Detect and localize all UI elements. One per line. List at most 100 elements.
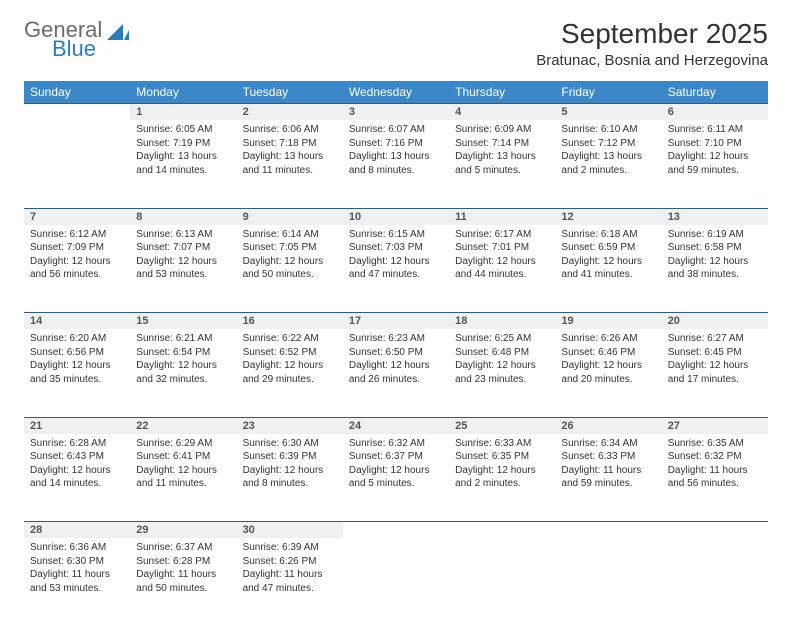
day-number-cell: 29 bbox=[130, 522, 236, 539]
calendar-header-row: SundayMondayTuesdayWednesdayThursdayFrid… bbox=[24, 81, 768, 104]
daylight-line: Daylight: 12 hours and 20 minutes. bbox=[561, 359, 655, 386]
sunrise-line: Sunrise: 6:14 AM bbox=[243, 228, 337, 242]
sunrise-line: Sunrise: 6:07 AM bbox=[349, 123, 443, 137]
day-cell-content: Sunrise: 6:14 AMSunset: 7:05 PMDaylight:… bbox=[237, 225, 343, 288]
sunset-line: Sunset: 6:52 PM bbox=[243, 346, 337, 360]
sunrise-line: Sunrise: 6:27 AM bbox=[668, 332, 762, 346]
sunrise-line: Sunrise: 6:33 AM bbox=[455, 437, 549, 451]
day-number-row: 21222324252627 bbox=[24, 417, 768, 434]
day-cell-content: Sunrise: 6:19 AMSunset: 6:58 PMDaylight:… bbox=[662, 225, 768, 288]
daylight-line: Daylight: 13 hours and 5 minutes. bbox=[455, 150, 549, 177]
sunset-line: Sunset: 6:46 PM bbox=[561, 346, 655, 360]
sunset-line: Sunset: 6:37 PM bbox=[349, 450, 443, 464]
sunset-line: Sunset: 6:39 PM bbox=[243, 450, 337, 464]
day-cell-content: Sunrise: 6:17 AMSunset: 7:01 PMDaylight:… bbox=[449, 225, 555, 288]
day-number-cell: 14 bbox=[24, 313, 130, 330]
logo: General Blue bbox=[24, 18, 129, 60]
day-number-cell bbox=[24, 104, 130, 121]
sunrise-line: Sunrise: 6:22 AM bbox=[243, 332, 337, 346]
day-cell-content: Sunrise: 6:21 AMSunset: 6:54 PMDaylight:… bbox=[130, 329, 236, 392]
day-cell-content: Sunrise: 6:15 AMSunset: 7:03 PMDaylight:… bbox=[343, 225, 449, 288]
day-cell: Sunrise: 6:12 AMSunset: 7:09 PMDaylight:… bbox=[24, 225, 130, 313]
day-number-cell: 3 bbox=[343, 104, 449, 121]
sunset-line: Sunset: 7:12 PM bbox=[561, 137, 655, 151]
sunset-line: Sunset: 6:43 PM bbox=[30, 450, 124, 464]
day-cell-content: Sunrise: 6:09 AMSunset: 7:14 PMDaylight:… bbox=[449, 120, 555, 183]
day-cell bbox=[449, 538, 555, 626]
sunrise-line: Sunrise: 6:34 AM bbox=[561, 437, 655, 451]
day-number-row: 282930 bbox=[24, 522, 768, 539]
day-cell-content: Sunrise: 6:05 AMSunset: 7:19 PMDaylight:… bbox=[130, 120, 236, 183]
day-number-row: 78910111213 bbox=[24, 208, 768, 225]
day-cell-content: Sunrise: 6:39 AMSunset: 6:26 PMDaylight:… bbox=[237, 538, 343, 601]
sunrise-line: Sunrise: 6:37 AM bbox=[136, 541, 230, 555]
day-cell-content: Sunrise: 6:36 AMSunset: 6:30 PMDaylight:… bbox=[24, 538, 130, 601]
calendar-page: General Blue September 2025 Bratunac, Bo… bbox=[0, 0, 792, 626]
day-number-cell: 13 bbox=[662, 208, 768, 225]
day-cell bbox=[662, 538, 768, 626]
page-title: September 2025 bbox=[536, 18, 768, 50]
day-cell: Sunrise: 6:28 AMSunset: 6:43 PMDaylight:… bbox=[24, 434, 130, 522]
day-cell: Sunrise: 6:39 AMSunset: 6:26 PMDaylight:… bbox=[237, 538, 343, 626]
sunset-line: Sunset: 6:32 PM bbox=[668, 450, 762, 464]
day-cell-content: Sunrise: 6:28 AMSunset: 6:43 PMDaylight:… bbox=[24, 434, 130, 497]
day-cell: Sunrise: 6:22 AMSunset: 6:52 PMDaylight:… bbox=[237, 329, 343, 417]
day-cell: Sunrise: 6:09 AMSunset: 7:14 PMDaylight:… bbox=[449, 120, 555, 208]
sunrise-line: Sunrise: 6:28 AM bbox=[30, 437, 124, 451]
day-number-cell: 26 bbox=[555, 417, 661, 434]
sunrise-line: Sunrise: 6:15 AM bbox=[349, 228, 443, 242]
day-content-row: Sunrise: 6:20 AMSunset: 6:56 PM Daylight:… bbox=[24, 329, 768, 417]
sunrise-line: Sunrise: 6:20 AM bbox=[30, 332, 124, 346]
day-cell: Sunrise: 6:14 AMSunset: 7:05 PMDaylight:… bbox=[237, 225, 343, 313]
weekday-header: Tuesday bbox=[237, 81, 343, 104]
day-content-row: Sunrise: 6:05 AMSunset: 7:19 PMDaylight:… bbox=[24, 120, 768, 208]
day-number-cell: 27 bbox=[662, 417, 768, 434]
sunrise-line: Sunrise: 6:23 AM bbox=[349, 332, 443, 346]
day-number-cell bbox=[449, 522, 555, 539]
daylight-line: Daylight: 11 hours and 47 minutes. bbox=[243, 568, 337, 595]
day-cell: Sunrise: 6:35 AMSunset: 6:32 PMDaylight:… bbox=[662, 434, 768, 522]
sunset-line: Sunset: 7:18 PM bbox=[243, 137, 337, 151]
daylight-line: Daylight: 12 hours and 11 minutes. bbox=[136, 464, 230, 491]
day-cell-content: Sunrise: 6:30 AMSunset: 6:39 PMDaylight:… bbox=[237, 434, 343, 497]
day-cell-content: Sunrise: 6:23 AMSunset: 6:50 PMDaylight:… bbox=[343, 329, 449, 392]
sunset-line: Sunset: 6:54 PM bbox=[136, 346, 230, 360]
daylight-line: Daylight: 13 hours and 11 minutes. bbox=[243, 150, 337, 177]
daylight-line: Daylight: 12 hours and 2 minutes. bbox=[455, 464, 549, 491]
daylight-line: Daylight: 12 hours and 14 minutes. bbox=[30, 464, 124, 491]
calendar-table: SundayMondayTuesdayWednesdayThursdayFrid… bbox=[24, 81, 768, 626]
sunset-line: Sunset: 7:03 PM bbox=[349, 241, 443, 255]
day-cell: Sunrise: 6:26 AMSunset: 6:46 PMDaylight:… bbox=[555, 329, 661, 417]
daylight-line: Daylight: 11 hours and 50 minutes. bbox=[136, 568, 230, 595]
day-number-cell: 24 bbox=[343, 417, 449, 434]
day-cell-content: Sunrise: 6:33 AMSunset: 6:35 PMDaylight:… bbox=[449, 434, 555, 497]
day-cell: Sunrise: 6:25 AMSunset: 6:48 PMDaylight:… bbox=[449, 329, 555, 417]
day-number-cell: 20 bbox=[662, 313, 768, 330]
sunset-line: Sunset: 7:05 PM bbox=[243, 241, 337, 255]
sunset-line: Sunset: 6:50 PM bbox=[349, 346, 443, 360]
sunset-line: Sunset: 6:56 PM bbox=[30, 346, 124, 360]
day-number-cell: 6 bbox=[662, 104, 768, 121]
day-number-cell: 18 bbox=[449, 313, 555, 330]
day-cell-content: Sunrise: 6:13 AMSunset: 7:07 PMDaylight:… bbox=[130, 225, 236, 288]
daylight-line: Daylight: 13 hours and 8 minutes. bbox=[349, 150, 443, 177]
day-cell: Sunrise: 6:29 AMSunset: 6:41 PMDaylight:… bbox=[130, 434, 236, 522]
sunset-line: Sunset: 6:41 PM bbox=[136, 450, 230, 464]
day-number-cell: 5 bbox=[555, 104, 661, 121]
day-cell-content: Sunrise: 6:29 AMSunset: 6:41 PMDaylight:… bbox=[130, 434, 236, 497]
day-cell: Sunrise: 6:11 AMSunset: 7:10 PMDaylight:… bbox=[662, 120, 768, 208]
day-cell: Sunrise: 6:15 AMSunset: 7:03 PMDaylight:… bbox=[343, 225, 449, 313]
logo-text: General Blue bbox=[24, 18, 102, 60]
day-number-cell bbox=[343, 522, 449, 539]
sunset-line: Sunset: 6:30 PM bbox=[30, 555, 124, 569]
sunrise-line: Sunrise: 6:12 AM bbox=[30, 228, 124, 242]
sunset-line: Sunset: 6:33 PM bbox=[561, 450, 655, 464]
day-number-cell: 28 bbox=[24, 522, 130, 539]
sunset-line: Sunset: 6:59 PM bbox=[561, 241, 655, 255]
sunrise-line: Sunrise: 6:10 AM bbox=[561, 123, 655, 137]
daylight-line: Daylight: 13 hours and 2 minutes. bbox=[561, 150, 655, 177]
day-cell-content: Sunrise: 6:35 AMSunset: 6:32 PMDaylight:… bbox=[662, 434, 768, 497]
day-cell: Sunrise: 6:13 AMSunset: 7:07 PMDaylight:… bbox=[130, 225, 236, 313]
day-number-cell: 11 bbox=[449, 208, 555, 225]
sunrise-line: Sunrise: 6:21 AM bbox=[136, 332, 230, 346]
